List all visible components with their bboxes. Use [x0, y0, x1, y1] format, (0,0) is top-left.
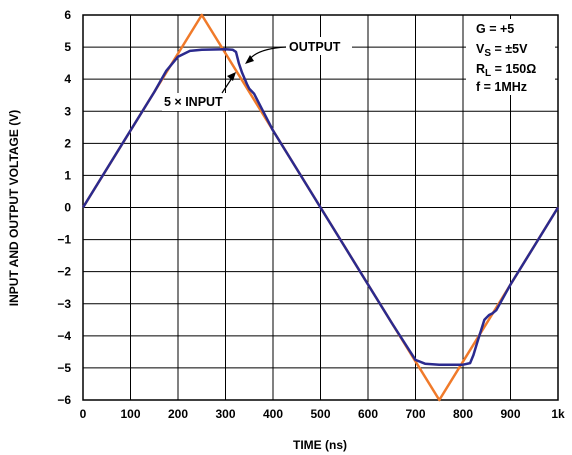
- output-leader-arrow: [248, 46, 287, 61]
- output-label-bg: [286, 37, 352, 55]
- y-axis-title: INPUT AND OUTPUT VOLTAGE (V): [7, 110, 21, 306]
- x-tick-label: 900: [500, 407, 520, 421]
- input-arrowhead: [227, 72, 236, 81]
- y-tick-labels: 6 5 4 3 2 1 0 −1 −2 −3 −4 −5 −6: [57, 8, 71, 407]
- y-tick-label: 6: [64, 8, 71, 22]
- y-tick-label: 0: [64, 201, 71, 215]
- output-label: OUTPUT: [289, 40, 341, 54]
- y-tick-label: 4: [64, 72, 71, 86]
- x-tick-label: 200: [168, 407, 188, 421]
- x-tick-labels: 0 100 200 300 400 500 600 700 800 900 1k: [80, 407, 565, 421]
- x-tick-label: 400: [263, 407, 283, 421]
- conditions-bg: [466, 19, 555, 95]
- output-arrowhead: [245, 55, 254, 64]
- load-label: RL = 150Ω: [476, 62, 536, 79]
- y-tick-label: −4: [57, 329, 71, 343]
- y-tick-label: −1: [57, 233, 71, 247]
- y-tick-label: 2: [64, 136, 71, 150]
- series-output: [81, 48, 560, 366]
- x-tick-label: 100: [120, 407, 140, 421]
- x-tick-label: 700: [405, 407, 425, 421]
- x-tick-label: 500: [310, 407, 330, 421]
- input-leader-arrow: [221, 77, 233, 94]
- x-tick-label: 0: [80, 407, 87, 421]
- y-tick-label: 3: [64, 104, 71, 118]
- y-tick-label: −3: [57, 297, 71, 311]
- y-tick-label: −2: [57, 265, 71, 279]
- conditions-box: G = +5 VS = ±5V RL = 150Ω f = 1MHz: [466, 19, 555, 95]
- gain-label: G = +5: [476, 22, 514, 36]
- x-tick-label: 300: [215, 407, 235, 421]
- frequency-label: f = 1MHz: [476, 80, 527, 94]
- x-axis-title: TIME (ns): [293, 438, 347, 452]
- input-label-bg: [162, 93, 228, 111]
- x-tick-label: 600: [358, 407, 378, 421]
- y-tick-label: 5: [64, 40, 71, 54]
- y-tick-label: −5: [57, 361, 71, 375]
- input-label: 5 × INPUT: [164, 95, 223, 109]
- y-tick-label: 1: [64, 168, 71, 182]
- x-tick-label: 1k: [551, 407, 565, 421]
- x-tick-label: 800: [453, 407, 473, 421]
- y-tick-label: −6: [57, 393, 71, 407]
- supply-label: VS = ±5V: [476, 42, 528, 59]
